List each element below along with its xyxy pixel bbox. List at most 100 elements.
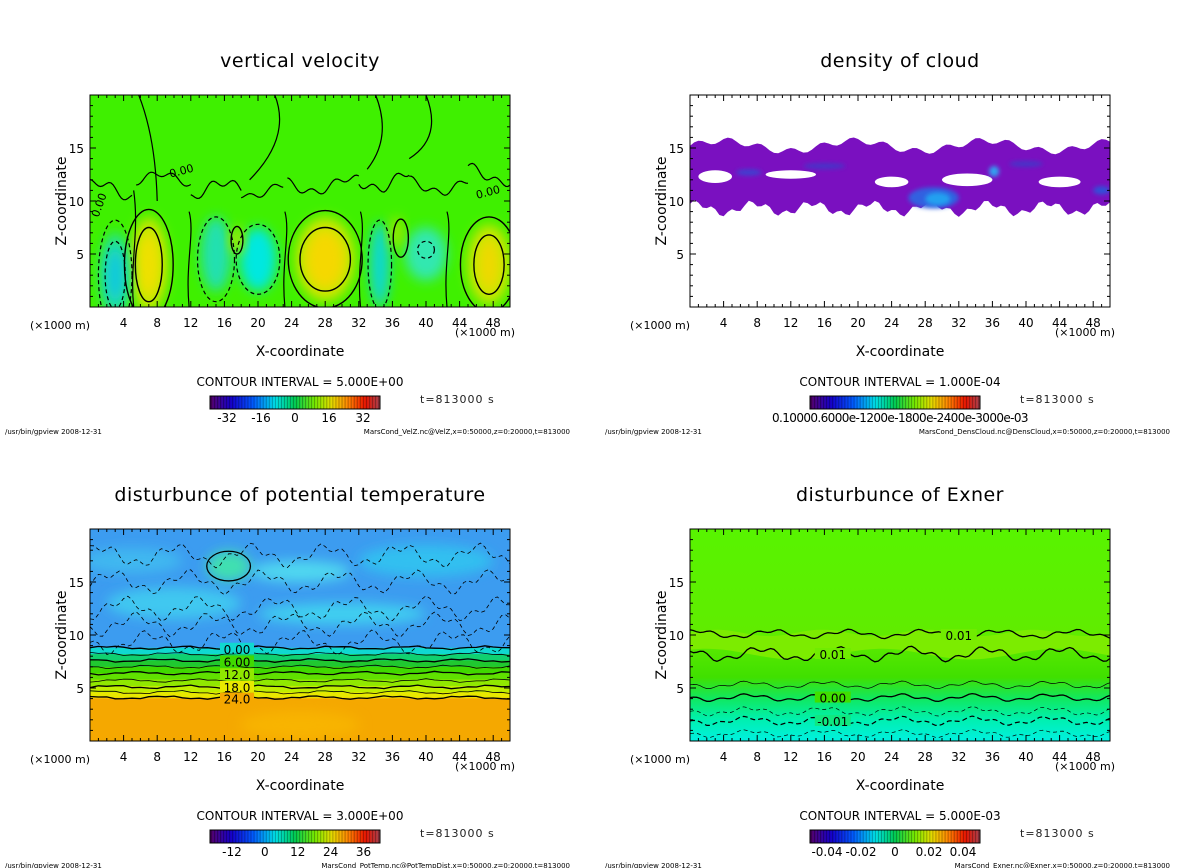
colorbar-swatch — [237, 396, 241, 409]
y-tick-label: 5 — [76, 682, 84, 696]
contour-line — [90, 645, 510, 651]
colorbar-swatch — [901, 396, 905, 409]
colorbar-swatch — [352, 830, 357, 843]
x-tick-label: 44 — [452, 750, 467, 764]
colorbar-swatch — [916, 396, 920, 409]
colorbar-swatch — [216, 830, 220, 843]
x-tick-label: 32 — [351, 750, 366, 764]
colorbar-swatch — [928, 830, 932, 843]
y-axis-label: Z-coordinate — [54, 156, 70, 245]
x-tick-label: 8 — [753, 750, 761, 764]
colorbar-swatch — [334, 830, 338, 843]
colorbar-tick-label: -12 — [222, 845, 242, 859]
colorbar-swatch — [231, 396, 235, 409]
colorbar-swatch — [240, 396, 244, 409]
colorbar-swatch — [937, 396, 941, 409]
contour-label: 0.00 — [475, 183, 502, 202]
x-tick-label: 20 — [250, 316, 265, 330]
colorbar-swatch — [370, 830, 375, 843]
colorbar-swatch — [273, 396, 278, 409]
colorbar-swatch — [307, 830, 311, 843]
cloud-gap — [942, 173, 993, 187]
contour-label-bg — [940, 629, 977, 640]
colorbar-swatch — [819, 396, 823, 409]
x-tick-label: 48 — [1086, 316, 1101, 330]
colorbar-swatch — [307, 396, 311, 409]
field-blob — [106, 587, 242, 620]
x-tick-label: 36 — [985, 750, 1000, 764]
cloud-gap — [874, 176, 909, 188]
colorbar-swatch — [246, 830, 250, 843]
colorbar-swatch — [288, 396, 293, 409]
contour-label-bg — [220, 692, 254, 704]
colorbar-swatch — [355, 830, 360, 843]
colorbar-swatch — [316, 830, 320, 843]
plot-title: density of cloud — [820, 50, 980, 72]
colorbar-swatch — [252, 396, 256, 409]
colorbar-swatch — [876, 830, 881, 843]
field-blob — [206, 551, 251, 581]
colorbar-swatch — [976, 830, 981, 843]
panel-potential-temperature: 0.00 6.00 12.0 18.0 24.0 4 8 12 16 20 24 28 32 36 40 44… — [0, 434, 600, 868]
contour-interval: CONTOUR INTERVAL = 5.000E+00 — [196, 375, 404, 389]
colorbar-swatch — [840, 830, 844, 843]
colorbar-swatch — [331, 830, 335, 843]
colorbar-swatch — [898, 396, 902, 409]
colorbar-swatch — [867, 396, 872, 409]
colorbar-swatch — [964, 830, 969, 843]
colorbar-swatch — [952, 396, 957, 409]
contour-line-negative — [90, 542, 510, 569]
colorbar-swatch — [828, 396, 832, 409]
colorbar-swatch — [855, 830, 859, 843]
colorbar-swatch — [331, 396, 335, 409]
colorbar-swatch — [234, 396, 238, 409]
colorbar-swatch — [282, 830, 287, 843]
colorbar-swatch — [858, 830, 862, 843]
footer-left: /usr/bin/gpview 2008-12-31 — [605, 428, 702, 436]
colorbar-swatch — [925, 830, 929, 843]
colorbar-swatch — [276, 396, 281, 409]
colorbar-swatch — [285, 830, 290, 843]
contour-line-zero — [138, 95, 158, 202]
plot-field: 0.01 0.01 0.00 -0.01 — [690, 529, 1110, 741]
colorbar-swatch — [973, 830, 978, 843]
contour-label-bg — [220, 642, 254, 654]
colorbar-swatch — [340, 830, 344, 843]
colorbar-tick-label: -0.02 — [845, 845, 877, 859]
colorbar-swatch — [849, 396, 853, 409]
colorbar-swatch — [243, 396, 247, 409]
colorbar-swatch — [910, 396, 914, 409]
contour-line-zero — [445, 211, 450, 307]
colorbar-swatch — [295, 830, 299, 843]
x-tick-label: 8 — [153, 316, 161, 330]
contour-line — [90, 651, 510, 657]
contour-label-bg — [814, 714, 851, 726]
colorbar-swatch — [355, 396, 360, 409]
contour-line-negative — [90, 629, 510, 656]
colorbar-swatch — [213, 396, 217, 409]
colorbar-swatch — [252, 830, 256, 843]
x-tick-label: 40 — [418, 316, 433, 330]
cloud-dense-patch — [925, 192, 951, 206]
contour-label-bg — [220, 655, 254, 667]
colorbar-swatch — [373, 396, 378, 409]
colorbar-swatch — [279, 830, 284, 843]
contour-line — [90, 670, 510, 676]
colorbar-swatch — [843, 830, 847, 843]
colorbar-swatch — [898, 830, 902, 843]
contour-line — [690, 692, 1110, 703]
colorbar-swatch — [943, 396, 947, 409]
contour-line — [690, 680, 1110, 690]
contour-line-zero — [249, 95, 281, 181]
y-tick-label: 15 — [69, 142, 84, 156]
contour-line — [90, 664, 510, 670]
y-tick-label: 15 — [669, 142, 684, 156]
field-blob — [137, 232, 160, 297]
contour-line-zero — [408, 95, 433, 160]
contour-line-zero — [287, 174, 360, 195]
field-blob — [239, 227, 277, 292]
cloud-dense-patch — [1093, 186, 1110, 195]
contour-line — [90, 689, 510, 695]
